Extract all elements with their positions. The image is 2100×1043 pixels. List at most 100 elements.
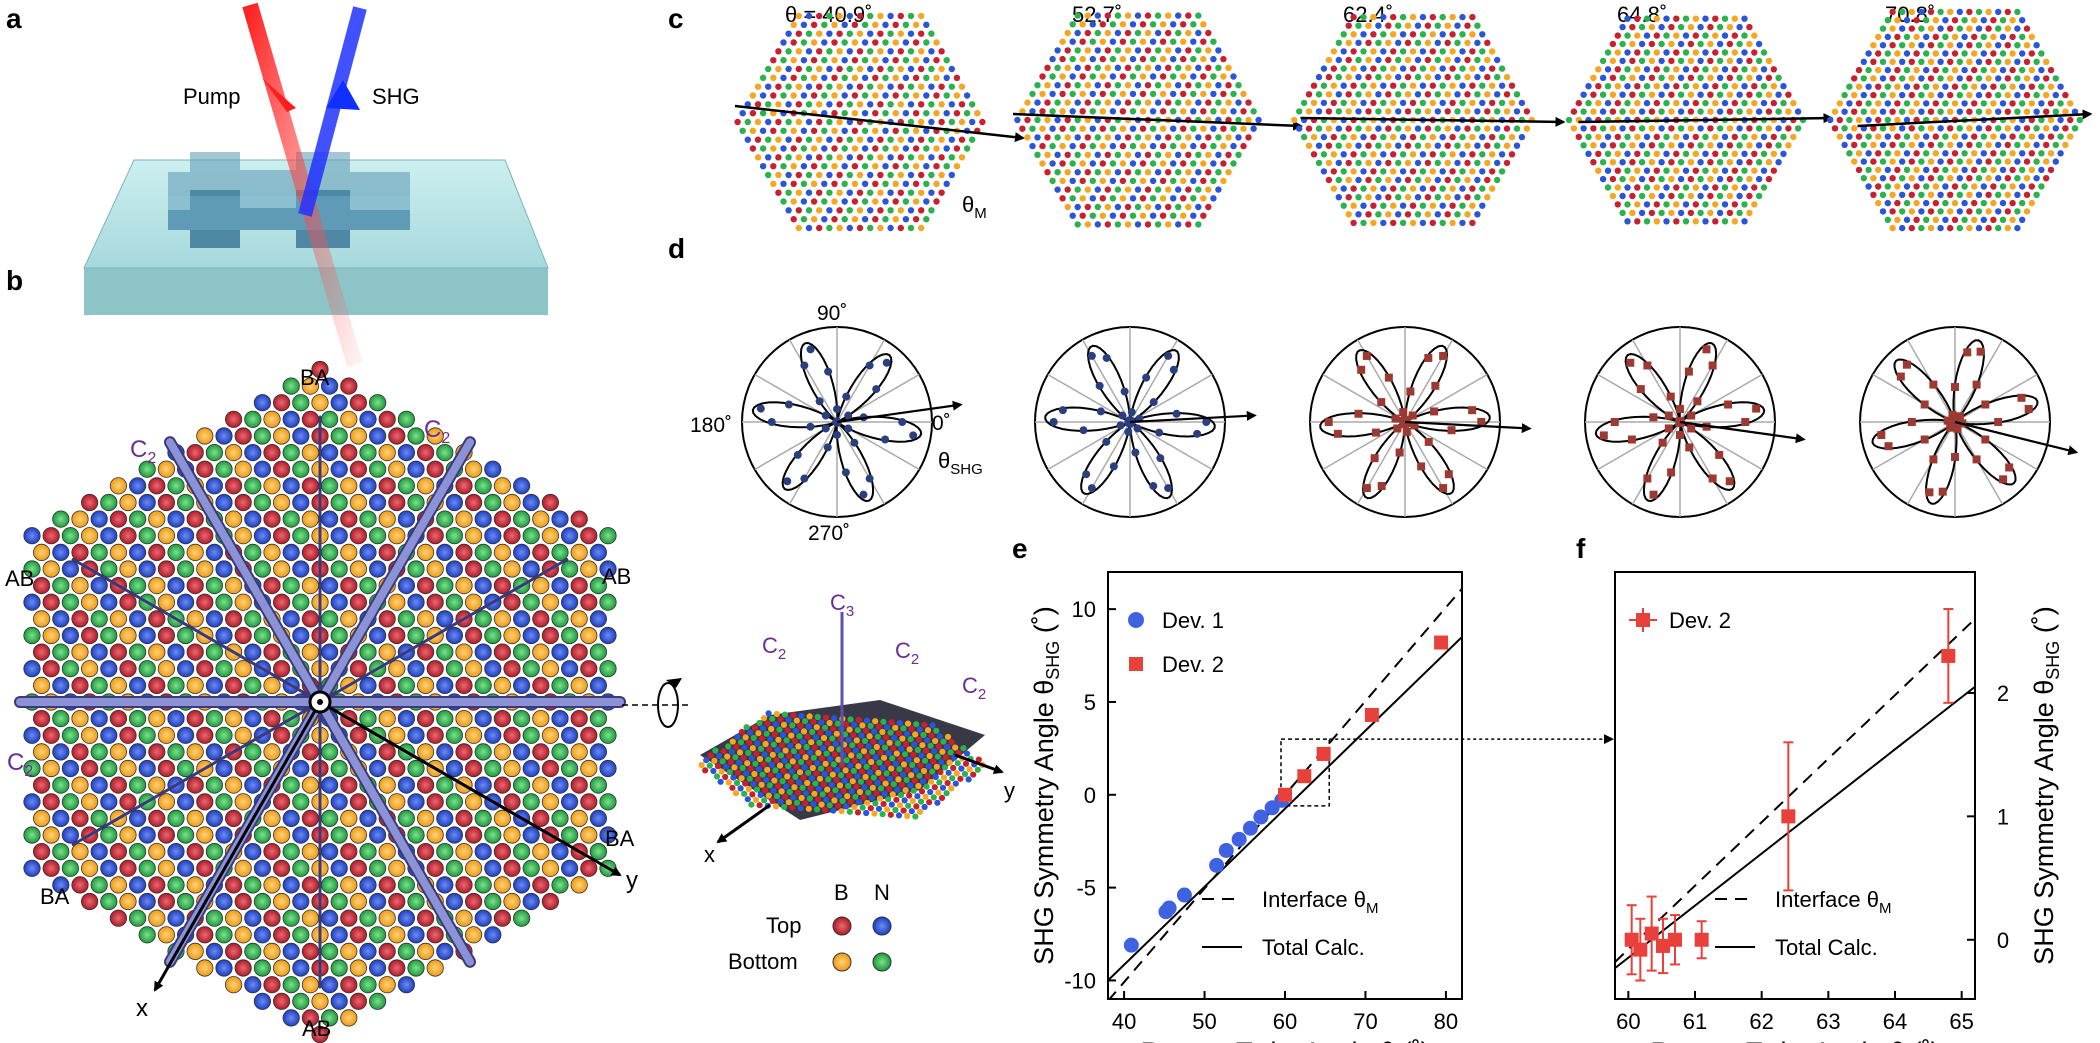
moire-atom	[1609, 175, 1617, 183]
moire-atom	[1790, 99, 1797, 107]
atom	[426, 660, 444, 678]
moire-atom	[1205, 47, 1212, 54]
atom	[340, 776, 358, 794]
polar-data-point	[1354, 409, 1363, 418]
moire-atom	[1903, 83, 1911, 90]
moire-atom	[744, 101, 751, 108]
moire-atom	[1682, 32, 1690, 39]
moire-atom	[1932, 166, 1940, 174]
atom	[90, 743, 108, 761]
polar-data-point	[1902, 360, 1911, 369]
moire-atom	[1614, 83, 1622, 90]
moire-atom	[1310, 151, 1318, 158]
moire-atom	[877, 12, 884, 20]
moire-atom	[1320, 133, 1328, 141]
moire-atom	[841, 57, 848, 64]
atom	[100, 726, 118, 744]
atom	[148, 743, 166, 761]
moire-atom	[1419, 31, 1427, 38]
atom-3d	[911, 777, 918, 784]
atom-3d	[915, 782, 922, 790]
atom	[234, 859, 252, 877]
moire-atom	[1668, 57, 1675, 65]
moire-atom	[846, 12, 853, 20]
moire-atom	[1712, 167, 1719, 174]
atom	[138, 560, 156, 578]
moire-atom	[897, 83, 904, 90]
moire-atom	[1449, 31, 1456, 38]
moire-atom	[1240, 90, 1247, 98]
atom-3d	[765, 710, 772, 717]
moire-atom	[1865, 50, 1872, 57]
atom-3d	[781, 757, 788, 764]
moire-atom	[1985, 42, 1992, 49]
moire-atom	[1099, 177, 1107, 185]
atom-3d	[767, 772, 774, 779]
moire-atom	[1360, 82, 1367, 89]
moire-atom	[1923, 150, 1930, 157]
atom-3d	[763, 776, 770, 784]
atom	[263, 942, 281, 961]
moire-atom	[1923, 17, 1930, 24]
polar-fit-curve	[1594, 341, 1766, 503]
moire-atom	[1736, 74, 1743, 82]
polar-data-point	[1752, 404, 1761, 413]
atom	[119, 826, 137, 844]
atom-3d	[876, 795, 884, 802]
atom	[330, 626, 348, 645]
moire-atom	[943, 74, 950, 82]
atom-3d	[832, 740, 839, 748]
atom	[52, 643, 70, 661]
moire-atom	[1119, 177, 1127, 185]
atom	[464, 660, 483, 678]
moire-atom	[851, 110, 859, 117]
moire-atom	[958, 118, 966, 126]
moire-atom	[1049, 177, 1056, 185]
moire-atom	[1340, 133, 1347, 141]
moire-atom	[918, 224, 925, 232]
atom-3d	[898, 781, 906, 788]
atom-3d	[725, 743, 732, 750]
moire-atom	[1634, 83, 1641, 90]
moire-atom	[1424, 159, 1432, 167]
moire-atom	[1875, 183, 1882, 190]
moire-atom	[1459, 31, 1466, 38]
moire-atom	[1841, 91, 1848, 99]
atom-3d	[756, 802, 763, 809]
atom	[157, 726, 175, 744]
moire-atom	[1195, 134, 1202, 141]
atom	[330, 959, 348, 977]
moire-atom	[1119, 90, 1127, 98]
moire-atom	[1360, 48, 1367, 55]
atom	[503, 859, 521, 877]
atom-3d	[854, 727, 861, 734]
moire-atom	[1966, 158, 1973, 165]
atom-3d	[772, 721, 779, 728]
moire-atom	[1069, 21, 1076, 28]
moire-atom	[1884, 216, 1892, 223]
moire-atom	[1966, 224, 1973, 232]
moire-atom	[805, 48, 813, 55]
moire-atom	[1755, 192, 1763, 200]
data-point-dev1	[1242, 820, 1258, 836]
moire-atom	[1170, 160, 1177, 167]
moire-atom	[907, 30, 915, 37]
atom	[407, 759, 425, 778]
atom	[349, 593, 367, 611]
moire-atom	[1677, 192, 1685, 200]
atom	[52, 576, 70, 595]
moire-atom	[1870, 58, 1877, 65]
moire-atom	[1484, 142, 1491, 149]
moire-atom	[1414, 91, 1422, 98]
atom	[368, 626, 387, 645]
moire-atom	[1677, 142, 1685, 149]
moire-atom	[1375, 22, 1382, 29]
atom	[157, 593, 175, 611]
atom	[330, 427, 348, 445]
moire-atom	[1923, 166, 1930, 174]
moire-atom	[1185, 64, 1192, 72]
moire-atom	[938, 154, 945, 161]
moire-atom	[1395, 91, 1402, 98]
atom-3d	[710, 767, 717, 775]
moire-atom	[1942, 199, 1949, 207]
